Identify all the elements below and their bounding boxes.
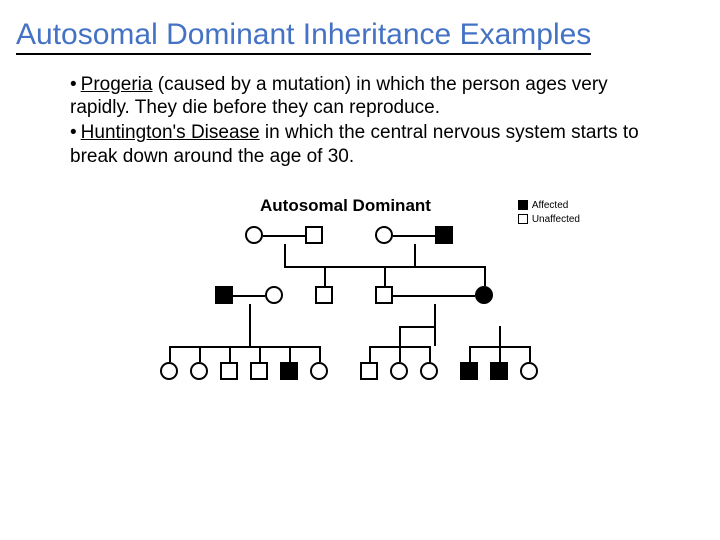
pedigree-node [360, 362, 378, 380]
pedigree-connector [393, 295, 475, 297]
pedigree-connector [414, 244, 416, 266]
pedigree-connector [434, 304, 436, 346]
pedigree-node [490, 362, 508, 380]
pedigree-title: Autosomal Dominant [260, 196, 431, 216]
slide: Autosomal Dominant Inheritance Examples … [0, 0, 720, 540]
pedigree-container: Autosomal Dominant Affected Unaffected [16, 196, 704, 396]
pedigree-connector [499, 346, 501, 362]
pedigree-connector [369, 346, 371, 362]
pedigree-connector [259, 346, 261, 362]
bullet-item: •Huntington's Disease in which the centr… [70, 121, 640, 167]
pedigree-connector [319, 346, 321, 362]
pedigree-connector [384, 266, 386, 286]
legend-label: Unaffected [532, 214, 580, 225]
pedigree-node [420, 362, 438, 380]
bullet-dot: • [70, 122, 77, 143]
pedigree-connector [169, 346, 319, 348]
pedigree-connector [414, 266, 484, 268]
pedigree-node [520, 362, 538, 380]
pedigree-connector [229, 346, 231, 362]
slide-title: Autosomal Dominant Inheritance Examples [16, 18, 591, 55]
pedigree-connector [169, 346, 171, 362]
pedigree-node [160, 362, 178, 380]
pedigree-connector [289, 346, 291, 362]
pedigree-node [375, 286, 393, 304]
pedigree-connector [263, 235, 305, 237]
legend-swatch-filled [518, 200, 528, 210]
pedigree-node [315, 286, 333, 304]
pedigree-node [220, 362, 238, 380]
bullet-term: Huntington's Disease [81, 122, 260, 143]
pedigree-node [435, 226, 453, 244]
pedigree-legend: Affected Unaffected [518, 200, 580, 228]
bullet-dot: • [70, 74, 77, 95]
legend-row-affected: Affected [518, 200, 580, 211]
bullet-term: Progeria [81, 74, 153, 95]
pedigree-connector [469, 346, 471, 362]
bullet-list: •Progeria (caused by a mutation) in whic… [70, 73, 640, 168]
pedigree-connector [399, 346, 401, 362]
pedigree-connector [399, 326, 434, 328]
pedigree-node [460, 362, 478, 380]
pedigree-connector [484, 266, 486, 286]
pedigree-connector [324, 266, 326, 286]
pedigree-connector [399, 326, 401, 346]
legend-label: Affected [532, 200, 569, 211]
pedigree-node [280, 362, 298, 380]
legend-swatch-empty [518, 214, 528, 224]
pedigree-connector [284, 244, 286, 266]
pedigree-connector [499, 326, 501, 346]
pedigree-node [250, 362, 268, 380]
pedigree-connector [249, 304, 251, 346]
pedigree-node [375, 226, 393, 244]
pedigree-node [265, 286, 283, 304]
pedigree-node [305, 226, 323, 244]
pedigree-connector [199, 346, 201, 362]
pedigree-node [190, 362, 208, 380]
pedigree-node [215, 286, 233, 304]
pedigree-connector [429, 346, 431, 362]
legend-row-unaffected: Unaffected [518, 214, 580, 225]
bullet-item: •Progeria (caused by a mutation) in whic… [70, 73, 640, 119]
pedigree-connector [529, 346, 531, 362]
pedigree-node [245, 226, 263, 244]
pedigree-node [475, 286, 493, 304]
pedigree-connector [233, 295, 265, 297]
pedigree-connector [393, 235, 435, 237]
pedigree-diagram: Autosomal Dominant Affected Unaffected [140, 196, 580, 396]
pedigree-node [310, 362, 328, 380]
pedigree-connector [284, 266, 414, 268]
pedigree-node [390, 362, 408, 380]
